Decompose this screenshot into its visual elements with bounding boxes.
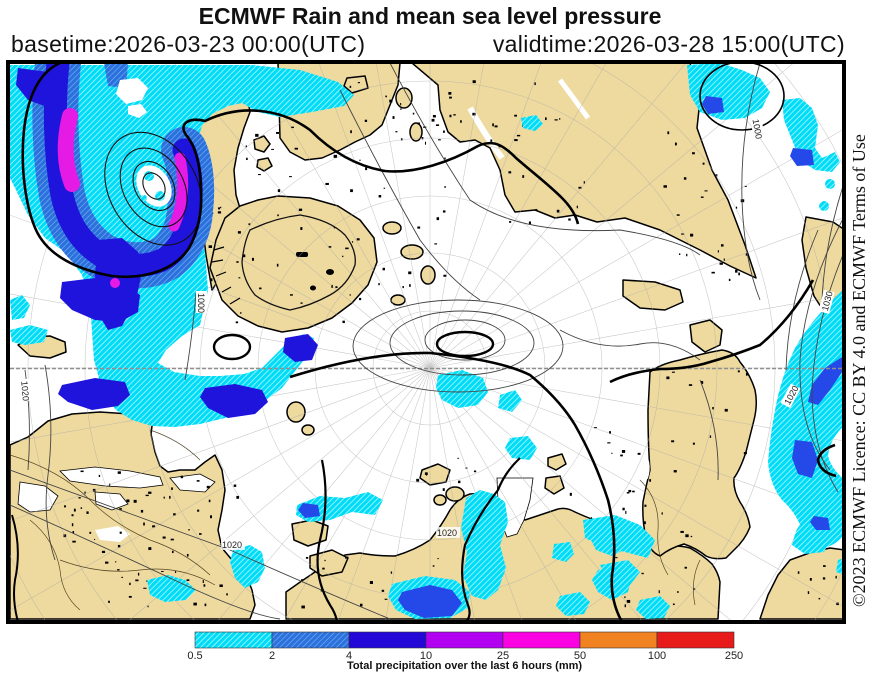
svg-text:1020: 1020 (222, 540, 242, 550)
svg-text:1020: 1020 (19, 381, 31, 402)
svg-text:1000: 1000 (751, 118, 764, 139)
svg-text:1020: 1020 (437, 528, 457, 538)
svg-text:1000: 1000 (196, 293, 206, 313)
